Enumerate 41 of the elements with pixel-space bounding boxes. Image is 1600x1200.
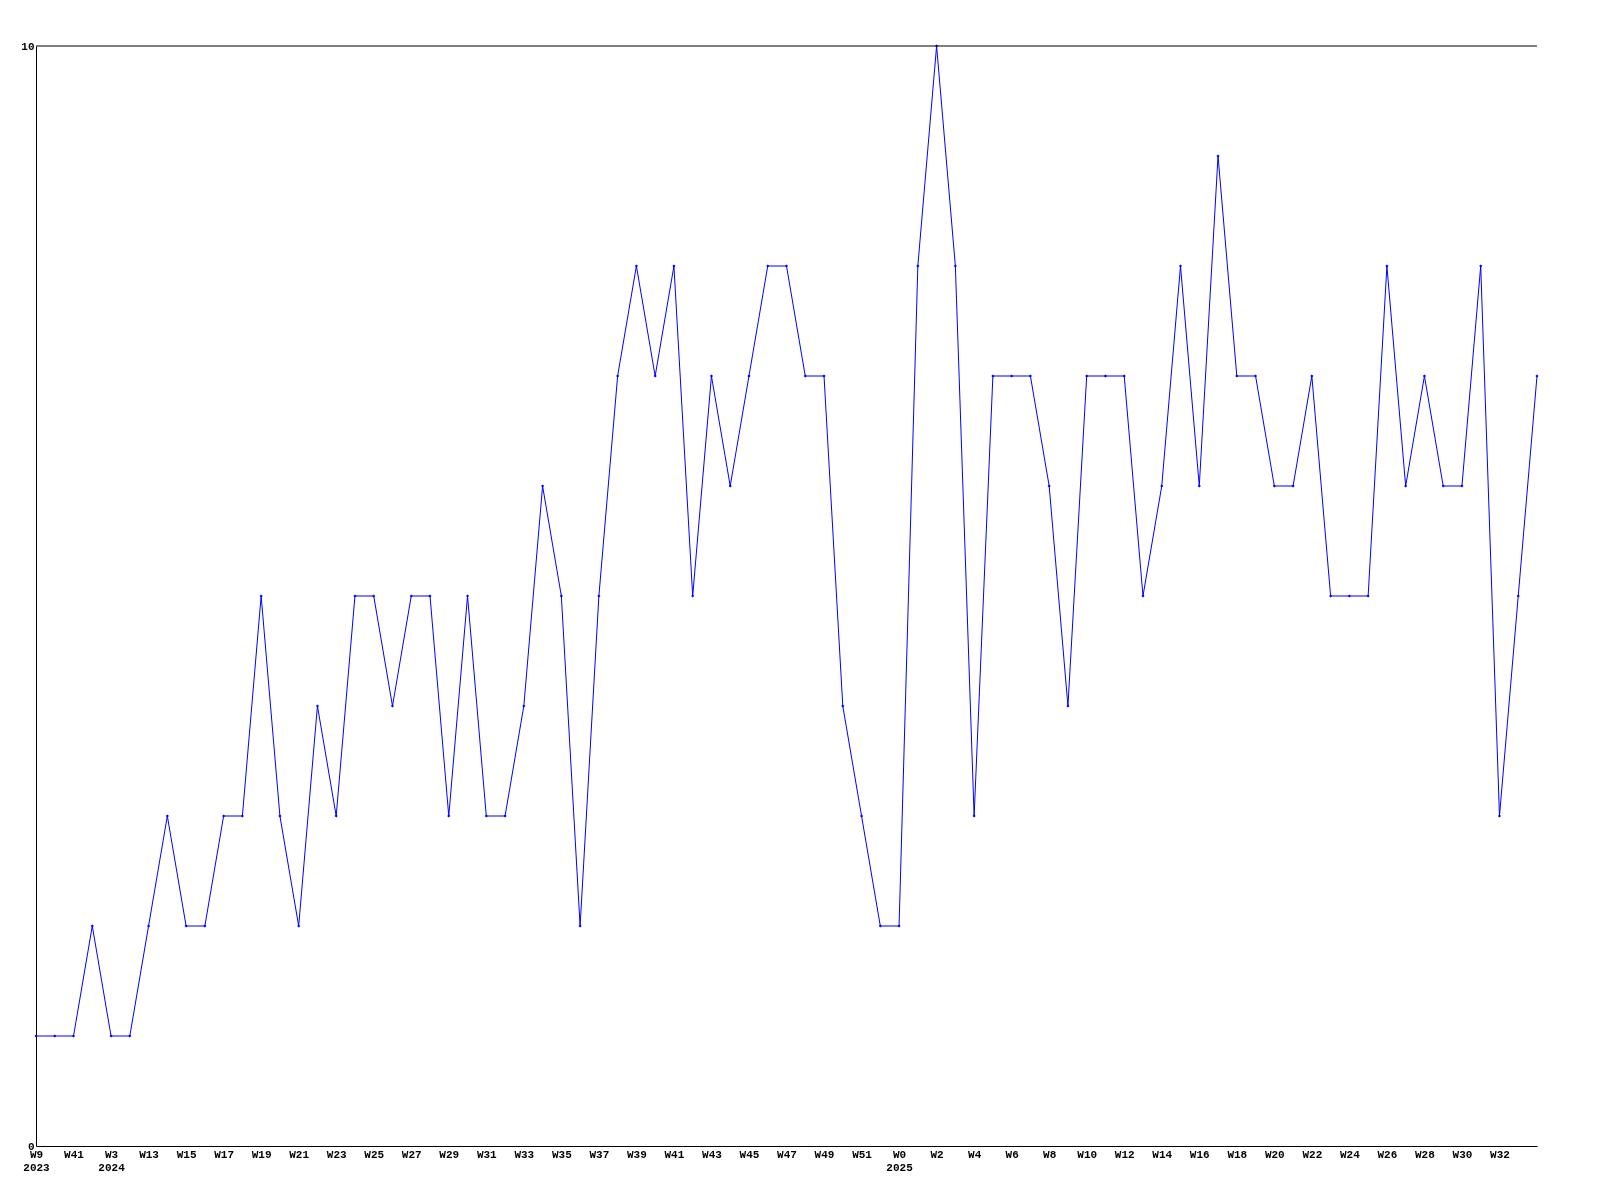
x-tick-label: W4 [968, 1148, 982, 1161]
x-tick-label: W20 [1264, 1148, 1285, 1161]
x-tick-label: W26 [1377, 1148, 1398, 1161]
x-tick-label: W23 [326, 1148, 347, 1161]
x-tick-label: W30 [1452, 1148, 1473, 1161]
x-tick-label: W35 [551, 1148, 573, 1161]
x-tick-label: W43 [702, 1148, 723, 1161]
x-tick-label: W15 [176, 1148, 197, 1161]
x-tick-label: W21 [289, 1148, 310, 1161]
x-tick-label: W3 2024 [98, 1148, 126, 1174]
x-tick-label: W9 2023 [23, 1148, 51, 1174]
x-tick-label: W18 [1227, 1148, 1248, 1161]
x-tick-label: W13 [139, 1148, 160, 1161]
x-tick-label: W16 [1189, 1148, 1210, 1161]
x-tick-label: W12 [1114, 1148, 1135, 1161]
x-tick-label: W19 [251, 1148, 272, 1161]
x-tick-label: W6 [1005, 1148, 1019, 1161]
x-tick-label: W2 [930, 1148, 944, 1161]
x-tick-label: W47 [777, 1148, 797, 1161]
x-tick-label: W41 [664, 1148, 685, 1161]
x-tick-label: W49 [814, 1148, 835, 1161]
x-tick-label: W27 [401, 1148, 422, 1161]
x-tick-label: W10 [1077, 1148, 1098, 1161]
y-tick-label: 10 [21, 40, 35, 53]
x-tick-label: W14 [1152, 1148, 1173, 1161]
x-tick-label: W51 [852, 1148, 873, 1161]
x-tick-label: W0 2025 [886, 1148, 914, 1174]
x-tick-label: W39 [626, 1148, 647, 1161]
x-tick-label: W32 [1490, 1148, 1510, 1161]
x-tick-label: W25 [364, 1148, 385, 1161]
x-tick-label: W29 [439, 1148, 460, 1161]
x-tick-label: W31 [476, 1148, 498, 1161]
x-tick-label: W17 [214, 1148, 235, 1161]
x-tick-label: W8 [1043, 1148, 1057, 1161]
x-tick-label: W45 [739, 1148, 760, 1161]
x-tick-label: W33 [514, 1148, 535, 1161]
x-tick-label: W24 [1339, 1148, 1361, 1161]
x-tick-label: W22 [1302, 1148, 1323, 1161]
x-tick-label: W37 [589, 1148, 610, 1161]
x-tick-label: W41 [64, 1148, 85, 1161]
x-tick-label: W28 [1415, 1148, 1436, 1161]
